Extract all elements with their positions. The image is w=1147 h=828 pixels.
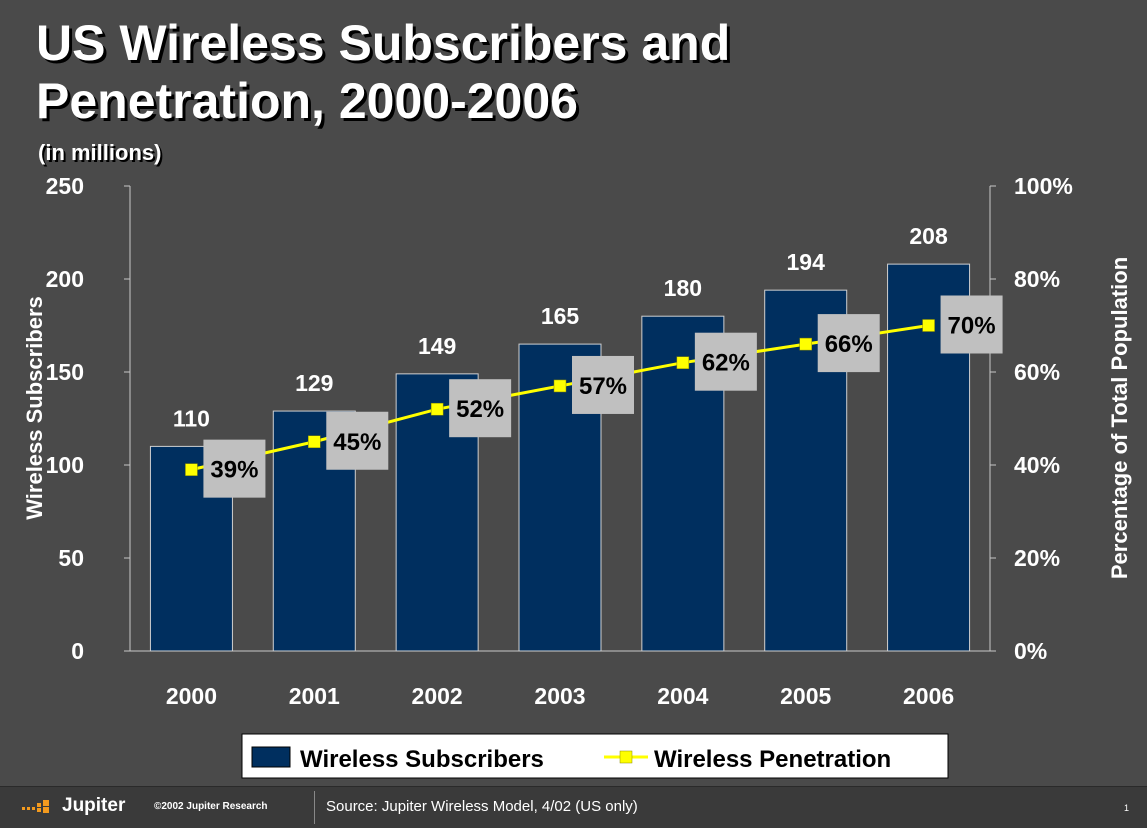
legend-line-marker (619, 750, 633, 764)
data-labels: 110 129 149 165 180 194 208 39% 45% 52% 57% 62% 66% 7… (173, 223, 1003, 498)
percent-label: 45% (333, 429, 381, 456)
left-tick-label: 100 (46, 452, 84, 478)
category-label: 2002 (412, 683, 463, 709)
percent-label: 39% (210, 457, 258, 484)
line-point-marker (430, 402, 444, 416)
legend-line-label: Wireless Penetration (654, 746, 891, 773)
percent-label-box (203, 439, 266, 498)
percent-label: 66% (825, 331, 873, 358)
chart-title: US Wireless Subscribers and Penetration,… (36, 14, 730, 130)
chart-legend: Wireless Subscribers Wireless Penetration (241, 733, 949, 779)
category-label: 2001 (289, 683, 340, 709)
percent-label: 70% (948, 313, 996, 340)
chart-title-line-1: US Wireless Subscribers and (36, 15, 731, 71)
right-tick-label: 60% (1014, 359, 1060, 385)
right-tick-label: 0% (1014, 638, 1047, 664)
footer-bar: Jupiter ©2002 Jupiter Research Source: J… (0, 786, 1147, 828)
footer-divider (314, 791, 315, 824)
left-tick-label: 50 (58, 545, 84, 571)
jupiter-logo-icon (22, 800, 49, 813)
category-label: 2003 (534, 683, 585, 709)
left-tick-label: 200 (46, 266, 84, 292)
legend-bar-swatch (251, 746, 291, 768)
bar-value-label: 208 (909, 223, 948, 249)
chart-subtitle: (in millions) (38, 140, 162, 165)
bar-value-label: 149 (418, 333, 456, 359)
right-tick-label: 100% (1014, 173, 1073, 199)
category-label: 2004 (657, 683, 708, 709)
bar-value-label: 129 (295, 370, 333, 396)
left-tick-label: 150 (46, 359, 84, 385)
percent-label-box (940, 295, 1003, 354)
page-number: 1 (1124, 803, 1130, 813)
combo-chart: 0 0% 50 20% 100 40% 150 60% 200 80% 250 100% Wireles… (22, 173, 1132, 779)
copyright-text: ©2002 Jupiter Research (154, 801, 268, 812)
y2-axis-title: Percentage of Total Population (1107, 257, 1132, 579)
bar-value-label: 165 (541, 303, 580, 329)
bar-value-label: 194 (787, 249, 826, 275)
percent-label-box (572, 355, 634, 414)
percent-label-box (449, 379, 512, 438)
bar-value-label: 110 (173, 405, 210, 431)
line-series (185, 319, 935, 476)
percent-label-box (694, 332, 757, 391)
y-axis-title: Wireless Subscribers (22, 296, 47, 520)
percent-label-box (817, 314, 880, 373)
line-point-marker (553, 379, 567, 393)
percent-label: 57% (579, 373, 627, 400)
legend-box (241, 733, 949, 779)
right-tick-label: 40% (1014, 452, 1060, 478)
percent-label: 62% (702, 350, 750, 377)
category-label: 2000 (166, 683, 217, 709)
bar-value-label: 180 (664, 275, 702, 301)
chart-title-line-2: Penetration, 2000-2006 (36, 73, 578, 129)
category-label: 2006 (903, 683, 954, 709)
line-point-marker (799, 337, 812, 351)
logo-text: Jupiter (62, 795, 126, 816)
left-tick-label: 250 (46, 173, 84, 199)
line-point-marker (676, 356, 690, 369)
line-point-marker (922, 319, 935, 332)
legend-bar-label: Wireless Subscribers (300, 746, 544, 773)
source-note: Source: Jupiter Wireless Model, 4/02 (US… (326, 798, 638, 815)
right-tick-label: 20% (1014, 545, 1060, 571)
line-point-marker (308, 435, 321, 448)
percent-label: 52% (456, 396, 504, 423)
left-tick-label: 0 (71, 638, 84, 664)
percent-label-box (326, 411, 389, 470)
line-point-marker (185, 463, 198, 476)
right-tick-label: 80% (1014, 266, 1060, 292)
category-label: 2005 (780, 683, 831, 709)
